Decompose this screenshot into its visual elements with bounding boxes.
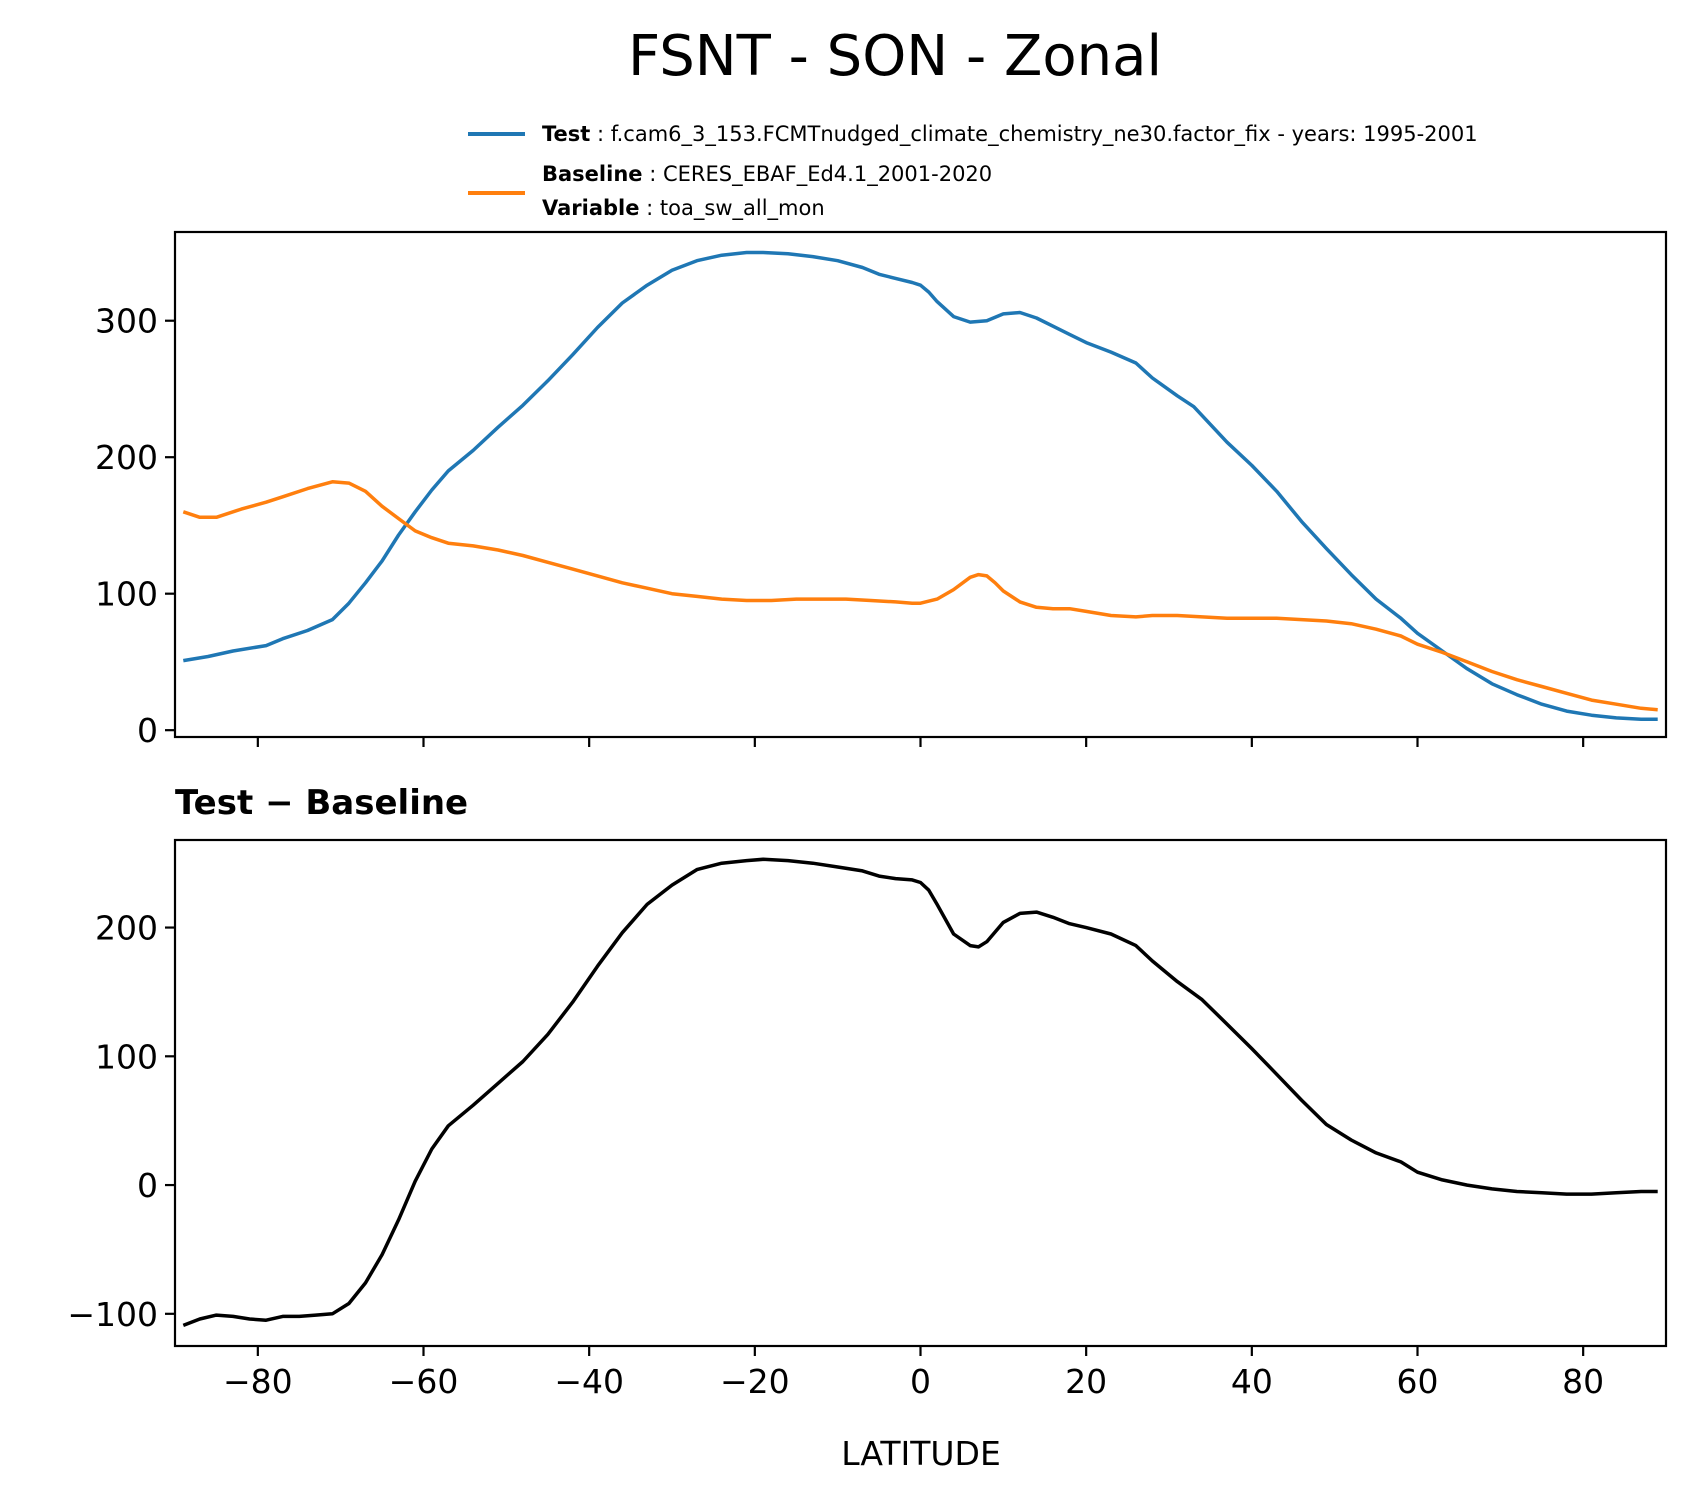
legend-variable-value: toa_sw_all_mon <box>660 196 825 221</box>
legend-test-label: Test <box>542 122 590 146</box>
top-y-tick-label: 0 <box>137 711 158 750</box>
bottom-panel-lines <box>182 857 1658 1328</box>
bottom-x-tick-label: 40 <box>1231 1362 1273 1401</box>
top-y-tick-label: 300 <box>95 302 158 341</box>
bottom-x-tick-label: 20 <box>1065 1362 1107 1401</box>
x-axis-label: LATITUDE <box>841 1434 1001 1473</box>
top-series-baseline-line <box>182 480 1658 712</box>
bottom-x-tick-label: 60 <box>1397 1362 1439 1401</box>
bottom-panel-ticks: −80 −60 −40 −20 0 20 40 60 80 −100 0 100 200 <box>67 909 1604 1401</box>
bottom-panel-frame <box>173 838 1668 1348</box>
legend-test-value: f.cam6_3_153.FCMTnudged_climate_chemistr… <box>611 122 1478 147</box>
bottom-panel-title: Test − Baseline <box>175 783 468 823</box>
svg-text:Variable : toa_sw_all_mon: Variable : toa_sw_all_mon <box>542 196 825 221</box>
bottom-y-tick-label: −100 <box>67 1295 158 1334</box>
legend-variable-label: Variable <box>542 196 639 220</box>
top-panel: 0 100 200 300 <box>95 230 1668 750</box>
top-panel-frame <box>173 230 1668 739</box>
top-series-test-line <box>183 250 1658 722</box>
bottom-x-tick-label: −60 <box>389 1362 459 1401</box>
legend-baseline-label: Baseline <box>542 162 643 186</box>
legend: Test : f.cam6_3_153.FCMTnudged_climate_c… <box>468 122 1478 221</box>
bottom-series-difference-line <box>182 857 1658 1328</box>
bottom-y-tick-label: 0 <box>137 1166 158 1205</box>
bottom-y-tick-label: 200 <box>95 909 158 948</box>
legend-baseline-value: CERES_EBAF_Ed4.1_2001-2020 <box>663 162 992 187</box>
bottom-y-tick-label: 100 <box>95 1037 158 1076</box>
top-y-tick-label: 100 <box>95 575 158 614</box>
top-y-tick-label: 200 <box>95 438 158 477</box>
top-panel-ticks: 0 100 200 300 <box>95 302 1585 750</box>
bottom-x-tick-label: −20 <box>720 1362 790 1401</box>
bottom-x-tick-label: −40 <box>554 1362 624 1401</box>
top-panel-lines <box>182 250 1658 722</box>
bottom-x-tick-label: 0 <box>910 1362 931 1401</box>
svg-text:Baseline : CERES_EBAF_Ed4.1_20: Baseline : CERES_EBAF_Ed4.1_2001-2020 <box>542 162 992 187</box>
bottom-x-tick-label: 80 <box>1562 1362 1604 1401</box>
bottom-panel: Test − Baseline −80 −60 −40 −20 0 20 40 60 80 −10… <box>67 783 1668 1473</box>
figure-title: FSNT - SON - Zonal <box>628 24 1162 89</box>
svg-text:Test : f.cam6_3_153.FCMTnudged: Test : f.cam6_3_153.FCMTnudged_climate_c… <box>542 122 1478 147</box>
bottom-x-tick-label: −80 <box>223 1362 293 1401</box>
